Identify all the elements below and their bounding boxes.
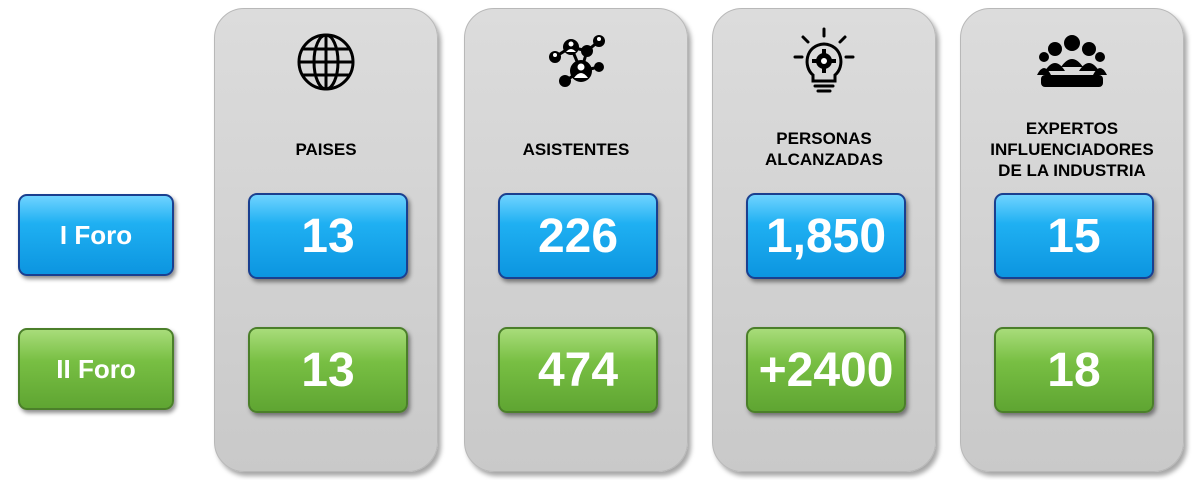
lightbulb-gear-icon [789,27,859,97]
card-paises: PAISES 13 13 [214,8,438,472]
value-i-foro: 226 [498,193,658,279]
card-title: ASISTENTES [522,139,630,159]
row-label-ii-foro: II Foro [18,328,174,410]
card-title: PAISES [295,139,357,159]
value-ii-foro: 13 [248,327,408,413]
card-personas-alcanzadas: PERSONAS ALCANZADAS 1,850 +2400 [712,8,936,472]
card-asistentes: ASISTENTES 226 474 [464,8,688,472]
card-expertos: EXPERTOS INFLUENCIADORES DE LA INDUSTRIA… [960,8,1184,472]
value-ii-foro: +2400 [746,327,906,413]
value-ii-foro: 474 [498,327,658,413]
value-i-foro: 1,850 [746,193,906,279]
network-people-icon [541,27,611,97]
globe-icon [291,27,361,97]
row-label-i-foro: I Foro [18,194,174,276]
card-title: PERSONAS ALCANZADAS [764,129,884,169]
value-i-foro: 13 [248,193,408,279]
group-meeting-icon [1037,27,1107,97]
value-i-foro: 15 [994,193,1154,279]
card-title: EXPERTOS INFLUENCIADORES DE LA INDUSTRIA [990,118,1154,180]
value-ii-foro: 18 [994,327,1154,413]
